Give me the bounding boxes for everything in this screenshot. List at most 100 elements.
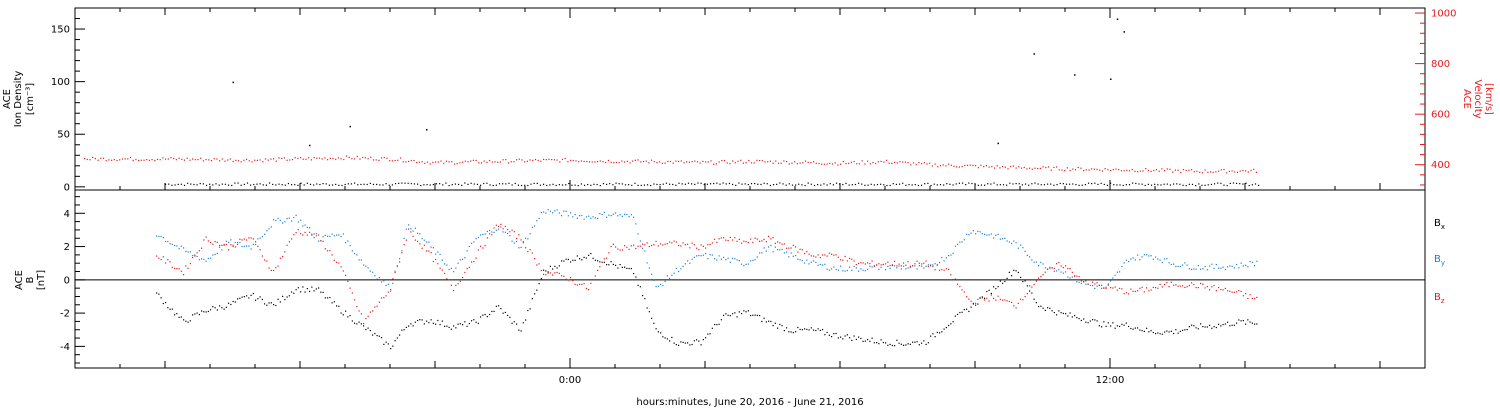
by-point [819,263,821,266]
density-point [325,183,327,185]
bx-point [565,258,567,260]
bx-point [754,314,756,316]
bx-point [988,289,990,291]
bz-point [1092,281,1094,283]
density-point [1018,183,1020,185]
velocity-point [718,161,720,163]
velocity-point [237,160,240,162]
bz-point [997,295,999,297]
by-point [376,278,378,280]
bz-point [1076,275,1078,277]
bz-point [239,238,241,240]
bx-point [1137,327,1139,329]
bz-point [1004,299,1006,301]
by-point [1193,268,1195,270]
by-point [896,267,898,269]
by-point [669,277,671,280]
bx-point [1080,319,1082,322]
bx-point [266,304,268,306]
bz-point [563,275,565,277]
density-spike [1033,53,1035,55]
by-point [324,234,326,236]
bx-point [1035,302,1037,304]
density-point [1024,183,1027,185]
bz-point [630,245,632,247]
bx-point [459,323,461,325]
bx-point [1173,332,1175,335]
bx-point [491,310,493,313]
bz-point [545,274,547,276]
by-point [473,241,475,243]
bx-point [970,306,972,308]
bz-point [585,287,587,290]
velocity-point [1074,169,1077,171]
by-point [1060,271,1062,273]
bx-point [426,320,428,322]
bz-point [194,255,196,257]
velocity-point [1080,167,1082,169]
by-point [176,245,178,247]
bx-point [853,335,855,337]
density-point [672,183,674,186]
bx-point [203,311,205,313]
by-point [439,253,441,256]
by-point [536,220,538,222]
bz-point [1200,282,1202,285]
by-point [630,214,632,216]
bx-point [714,323,716,326]
bx-point [293,292,295,294]
bx-point [482,314,484,316]
bx-point [916,341,918,343]
velocity-point [799,162,801,164]
bx-point [192,314,194,316]
bz-point [907,261,909,263]
by-point [315,235,317,237]
by-point [477,236,479,239]
bx-point [678,344,680,346]
bz-point [399,261,401,263]
bz-point [576,284,578,286]
bz-point [1038,277,1040,279]
by-point [264,233,266,235]
density-point [268,182,271,184]
by-point [923,267,925,269]
bx-point [750,314,752,317]
by-point [293,216,295,219]
bz-point [520,239,522,241]
density-point [391,184,393,186]
by-point [201,258,203,260]
bx-point [1224,323,1226,325]
bz-point [1168,286,1170,288]
bx-point [1038,305,1040,308]
by-point [914,265,916,267]
density-point [653,183,655,185]
bx-point [972,302,974,304]
by-point [563,210,565,212]
velocity-point [915,164,917,166]
velocity-point [146,159,148,161]
bz-point [493,227,495,229]
density-point [905,184,907,186]
bx-point [1249,321,1251,323]
velocity-point [1174,169,1176,171]
velocity-point [575,160,577,162]
bz-point [851,258,853,260]
by-point [437,251,439,253]
velocity-point [683,162,685,164]
bz-point [943,269,945,271]
velocity-point [858,163,861,165]
bx-point [392,345,394,347]
velocity-point [1166,168,1168,170]
bz-point [432,260,434,263]
velocity-point [688,161,690,163]
bx-point [907,343,909,345]
by-point [891,265,893,267]
by-point [691,258,693,260]
by-point [1209,265,1211,267]
by-point [403,237,405,240]
bx-point [241,296,243,298]
by-point [729,261,731,263]
velocity-point [1020,167,1023,169]
bx-point [646,307,648,309]
bottom-panel-frame [74,189,1426,369]
